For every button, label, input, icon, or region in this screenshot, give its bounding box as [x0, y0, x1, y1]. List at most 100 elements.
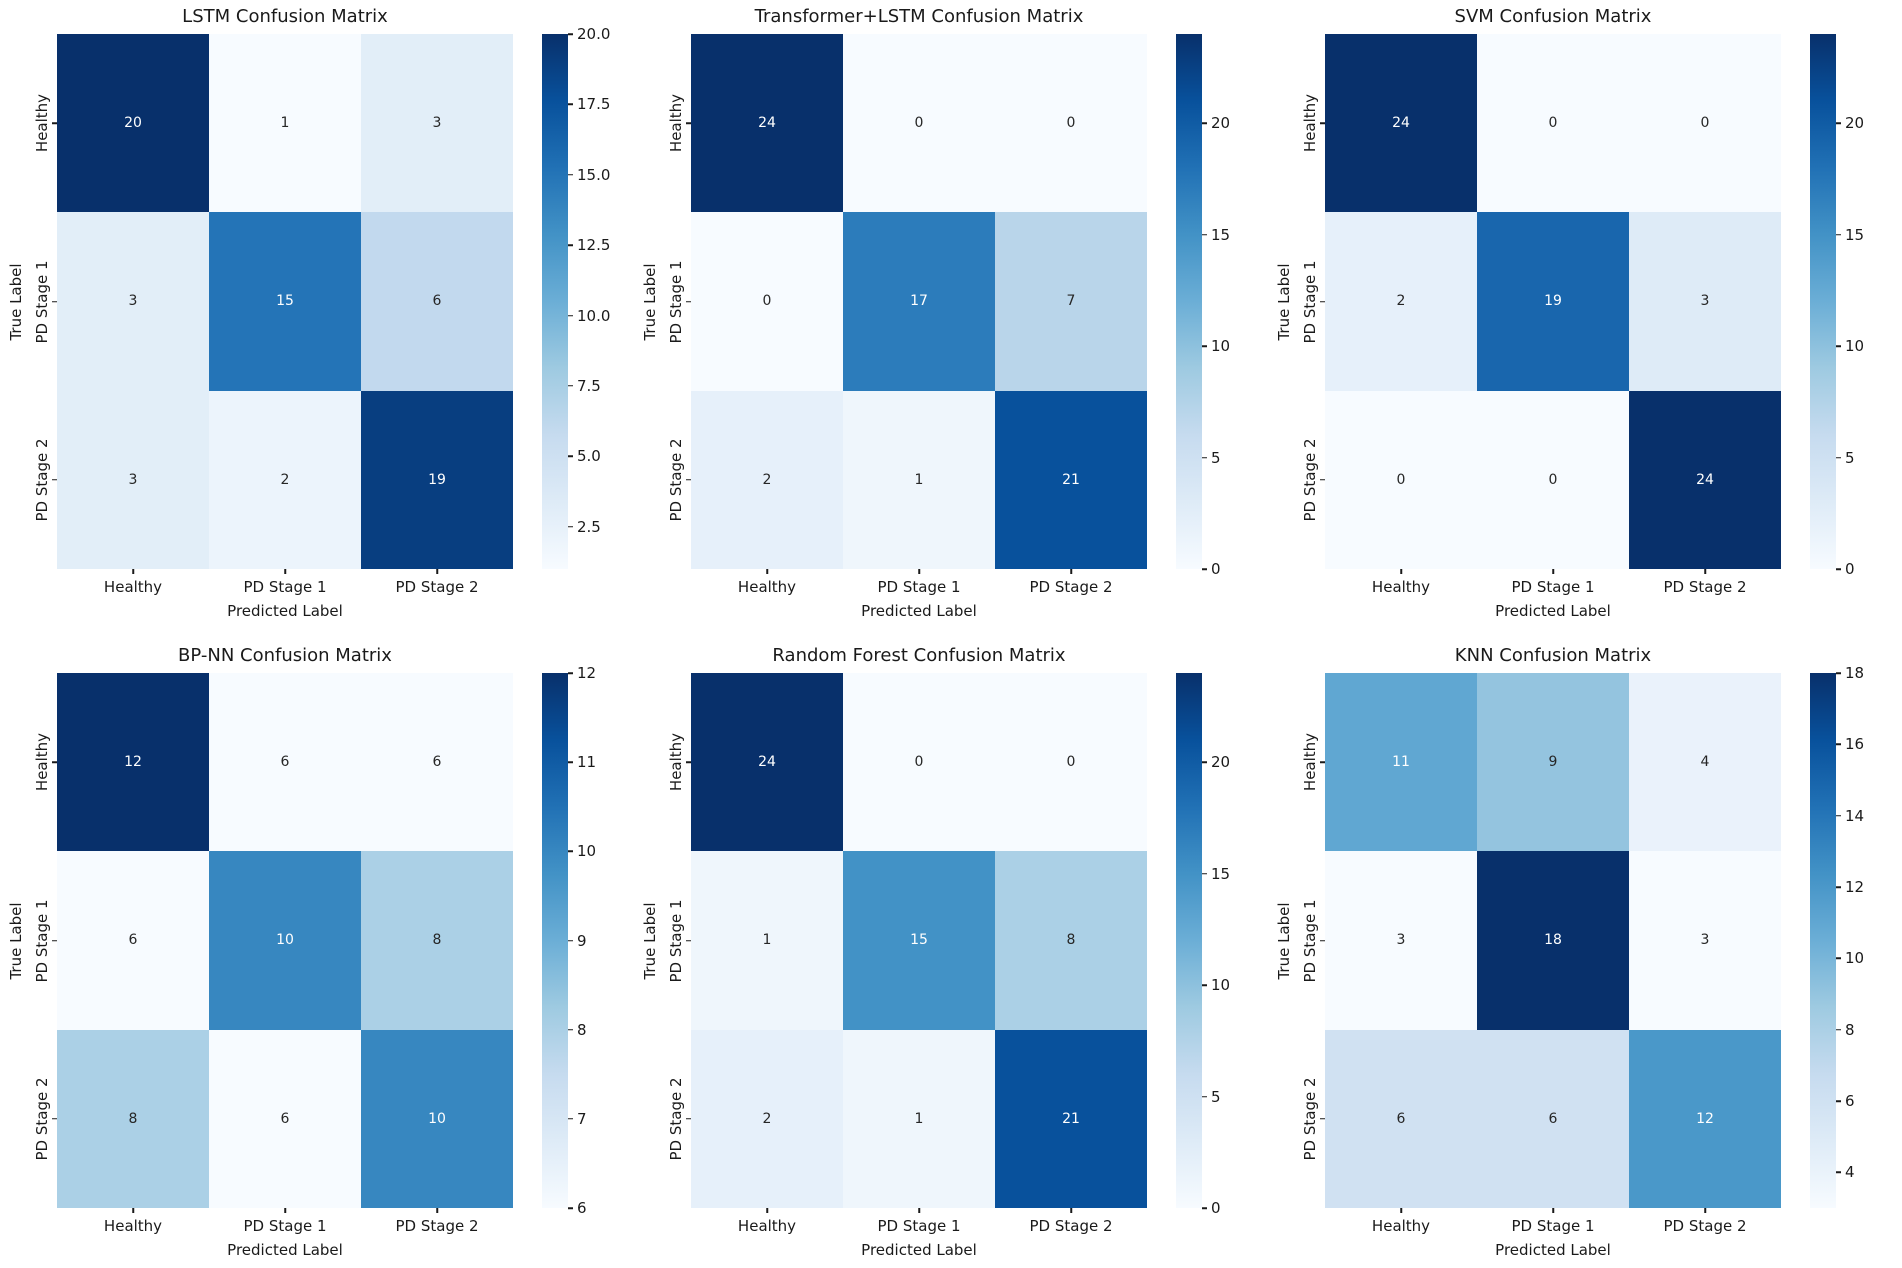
y-axis-label: True Label [641, 901, 659, 980]
y-tick-label: Healthy [33, 94, 51, 153]
y-tick-mark [1320, 479, 1325, 481]
y-tick-mark [1320, 1118, 1325, 1120]
x-tick-label: PD Stage 1 [1511, 1217, 1595, 1235]
heatmap-cell: 11 [1325, 673, 1477, 852]
colorbar-tick-label: 10 [1211, 337, 1231, 356]
colorbar-tick-label: 8 [577, 1020, 587, 1039]
cell-value: 6 [280, 754, 290, 771]
colorbar-tick-label: 15 [1211, 225, 1231, 244]
cell-value: 6 [432, 293, 442, 310]
x-tick-mark [284, 569, 286, 574]
colorbar [1176, 34, 1202, 569]
cell-value: 3 [128, 471, 138, 488]
cell-value: 17 [910, 293, 928, 310]
colorbar-tick-label: 20 [1211, 114, 1231, 133]
colorbar-tick-mark [568, 174, 573, 176]
cell-value: 24 [758, 754, 776, 771]
cell-value: 6 [1396, 1110, 1406, 1127]
y-tick-label: PD Stage 2 [1301, 438, 1319, 522]
heatmap: 20 1 3 3 15 6 3 2 19 [57, 34, 513, 569]
chart-title: Random Forest Confusion Matrix [772, 645, 1066, 666]
cell-value: 12 [124, 754, 142, 771]
heatmap-cell: 19 [1477, 212, 1629, 391]
cell-value: 0 [914, 115, 924, 132]
colorbar-tick-label: 15 [1845, 225, 1865, 244]
colorbar-tick-label: 0 [1211, 560, 1221, 578]
cell-value: 2 [762, 471, 772, 488]
colorbar-tick-label: 20.0 [577, 25, 611, 43]
colorbar [542, 34, 568, 569]
cell-value: 2 [280, 471, 290, 488]
heatmap-cell: 6 [209, 1029, 361, 1208]
colorbar-tick-mark [1836, 672, 1841, 674]
cell-value: 21 [1062, 471, 1080, 488]
heatmap-cell: 6 [361, 212, 513, 391]
colorbar-tick-label: 8 [1845, 1020, 1855, 1039]
cell-value: 0 [1548, 115, 1558, 132]
cell-value: 24 [1696, 471, 1714, 488]
x-tick-label: Healthy [1371, 1217, 1431, 1235]
cell-value: 6 [128, 932, 138, 949]
y-tick-mark [1320, 761, 1325, 763]
colorbar-tick-mark [568, 761, 573, 763]
x-tick-mark [1704, 1208, 1706, 1213]
colorbar-tick-mark [568, 1028, 573, 1031]
colorbar-tick-label: 15 [1211, 864, 1231, 883]
cell-value: 0 [762, 293, 772, 310]
cell-value: 0 [914, 754, 924, 771]
colorbar-tick-mark [1202, 1207, 1207, 1209]
heatmap-cell: 1 [209, 34, 361, 213]
y-tick-mark [52, 122, 57, 124]
colorbar-tick-label: 0 [1845, 560, 1855, 578]
colorbar-tick-label: 0 [1211, 1199, 1221, 1217]
heatmap: 24 0 0 1 15 8 2 1 21 [691, 673, 1147, 1208]
colorbar-tick-label: 5.0 [577, 447, 601, 466]
heatmap-cell: 0 [995, 34, 1147, 213]
colorbar-tick-mark [1836, 345, 1841, 347]
x-tick-mark [1552, 569, 1554, 574]
colorbar-tick-label: 7 [577, 1109, 587, 1128]
cell-value: 10 [276, 932, 294, 949]
x-tick-label: PD Stage 2 [1663, 1217, 1747, 1235]
colorbar [1810, 34, 1836, 569]
y-tick-label: PD Stage 1 [1301, 259, 1319, 344]
colorbar-tick-mark [1202, 233, 1207, 236]
y-tick-label: Healthy [1301, 733, 1319, 792]
chart-title: SVM Confusion Matrix [1454, 6, 1652, 27]
x-tick-mark [766, 1208, 768, 1213]
cell-value: 4 [1700, 754, 1710, 771]
x-tick-label: Healthy [1371, 578, 1431, 596]
colorbar-tick-mark [568, 455, 573, 458]
colorbar-tick-mark [1202, 761, 1207, 763]
heatmap-cell: 12 [57, 673, 209, 852]
colorbar-tick-label: 10.0 [577, 306, 611, 325]
x-tick-mark [436, 1208, 438, 1213]
heatmap-cell: 21 [995, 1029, 1147, 1208]
heatmap-cell: 0 [1629, 34, 1781, 213]
colorbar-tick-label: 4 [1845, 1163, 1855, 1182]
x-axis-label: Predicted Label [227, 1241, 343, 1259]
chart-title: KNN Confusion Matrix [1454, 645, 1652, 666]
y-tick-mark [686, 761, 691, 763]
colorbar [1810, 673, 1836, 1208]
colorbar-tick-mark [1836, 122, 1841, 124]
y-axis-label: True Label [1275, 901, 1293, 980]
x-tick-mark [918, 1208, 920, 1213]
cell-value: 1 [280, 115, 290, 132]
x-tick-label: Healthy [737, 1217, 797, 1235]
heatmap-cell: 0 [691, 212, 843, 391]
cell-value: 10 [428, 1110, 446, 1127]
x-tick-mark [132, 569, 134, 574]
colorbar-tick-mark [568, 526, 573, 528]
colorbar-tick-mark [1836, 957, 1841, 960]
x-tick-label: PD Stage 1 [243, 578, 327, 596]
colorbar-tick-label: 10 [577, 842, 597, 861]
cell-value: 3 [1700, 293, 1710, 310]
colorbar-tick-label: 12.5 [577, 236, 611, 255]
heatmap-cell: 7 [995, 212, 1147, 391]
heatmap-cell: 6 [1325, 1029, 1477, 1208]
y-tick-label: PD Stage 1 [33, 898, 51, 983]
chart-title: LSTM Confusion Matrix [182, 6, 388, 27]
colorbar-tick-mark [1202, 872, 1207, 875]
colorbar-tick-label: 11 [577, 753, 597, 772]
